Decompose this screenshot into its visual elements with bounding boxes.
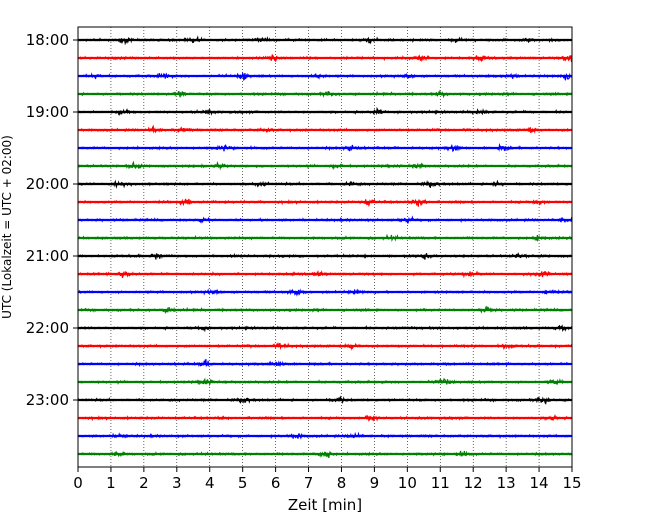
y-tick-label: 20:00 [26,175,69,193]
x-tick-label: 11 [431,474,450,492]
x-tick-label: 3 [172,474,182,492]
y-tick-label: 23:00 [26,391,69,409]
trace-2215 [77,342,573,351]
trace-2100 [77,252,573,260]
trace-1930 [77,142,573,153]
y-axis-ticks: 18:00 19:00 20:00 21:00 22:00 23:00 [26,31,78,409]
trace-1815 [77,54,573,63]
trace-2345 [77,450,573,458]
y-tick-label: 21:00 [26,247,69,265]
trace-2000 [77,179,573,189]
trace-2200 [77,324,573,333]
x-tick-label: 13 [497,474,516,492]
x-tick-label: 10 [398,474,417,492]
x-tick-label: 15 [562,474,581,492]
x-tick-label: 0 [73,474,83,492]
x-tick-label: 4 [205,474,215,492]
x-tick-label: 8 [337,474,347,492]
trace-2245 [77,377,573,387]
trace-1900 [77,106,573,117]
trace-2300 [77,395,573,405]
trace-1845 [77,89,572,99]
x-tick-label: 6 [271,474,281,492]
x-tick-label: 7 [304,474,314,492]
trace-1830 [77,71,573,82]
trace-2145 [77,305,573,315]
trace-2330 [77,431,573,440]
plot-frame [77,26,573,468]
x-tick-label: 5 [238,474,248,492]
seismic-traces [77,35,573,458]
x-axis-ticks: 0 1 2 3 4 5 6 7 8 9 10 11 12 13 14 15 [73,467,582,492]
trace-2230 [77,358,573,368]
x-tick-label: 14 [530,474,549,492]
x-tick-label: 9 [370,474,380,492]
y-tick-label: 18:00 [26,31,69,49]
trace-2130 [77,288,573,297]
trace-2045 [77,233,573,243]
x-tick-label: 2 [139,474,149,492]
trace-2115 [77,269,573,279]
x-tick-label: 12 [464,474,483,492]
trace-2315 [77,414,573,422]
trace-2030 [77,215,573,224]
x-axis-label: Zeit [min] [288,496,362,514]
y-tick-label: 19:00 [26,103,69,121]
vertical-gridlines [110,27,540,467]
trace-1800 [77,35,573,46]
y-axis-label: UTC (Lokalzeit = UTC + 02:00) [0,135,14,319]
x-tick-label: 1 [106,474,116,492]
y-tick-label: 22:00 [26,319,69,337]
trace-2015 [77,198,573,208]
trace-1945 [77,160,573,171]
trace-1915 [77,124,573,134]
